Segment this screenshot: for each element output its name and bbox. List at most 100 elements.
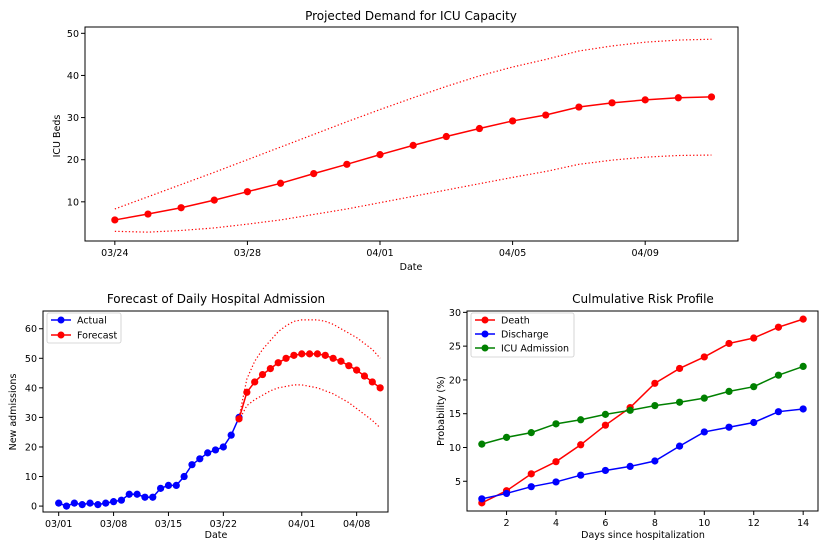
icu-axes-frame bbox=[84, 26, 739, 242]
risk-death-point bbox=[725, 339, 733, 348]
risk-discharge-point bbox=[552, 478, 560, 486]
admission-x-tick-label: 03/15 bbox=[155, 519, 182, 530]
icu-plot-area bbox=[111, 38, 716, 233]
risk-discharge-point bbox=[502, 489, 511, 498]
admission-forecast-point bbox=[282, 354, 290, 362]
admission-legend: Actual Forecast bbox=[46, 312, 122, 344]
admission-chart: Forecast of Daily Hospital Admission Dat… bbox=[8, 292, 389, 541]
admission-forecast-point bbox=[258, 370, 267, 379]
risk-x-tick-label: 10 bbox=[698, 518, 710, 529]
risk-death-point bbox=[552, 458, 560, 466]
admission-actual-point bbox=[149, 493, 157, 501]
icu-projection-point bbox=[243, 188, 252, 196]
admission-y-tick-label: 40 bbox=[25, 383, 37, 394]
icu-projection-point bbox=[707, 93, 716, 101]
risk-axes-frame bbox=[466, 310, 819, 512]
risk-y-axis-label: Probability (%) bbox=[436, 376, 447, 446]
icu-projection-line bbox=[114, 96, 712, 221]
risk-icu-admission-point bbox=[577, 416, 585, 424]
admission-forecast-point bbox=[360, 372, 369, 380]
icu-y-tick-label: 50 bbox=[67, 29, 79, 40]
risk-discharge-point bbox=[577, 471, 585, 479]
legend-actual-marker bbox=[57, 316, 65, 324]
risk-death-point bbox=[799, 315, 807, 323]
icu-y-axis-label: ICU Beds bbox=[52, 115, 63, 158]
icu-lower-bound-line bbox=[114, 154, 712, 233]
admission-forecast-point bbox=[274, 359, 282, 367]
risk-x-tick-label: 14 bbox=[797, 518, 809, 529]
risk-icu-admission-point bbox=[626, 406, 634, 414]
admission-actual-point bbox=[55, 499, 63, 507]
risk-y-tick-label: 10 bbox=[449, 443, 461, 454]
admission-forecast-upper-line bbox=[238, 319, 381, 418]
admission-y-tick-label: 0 bbox=[31, 502, 37, 513]
risk-icu-admission-line bbox=[481, 365, 804, 445]
admission-actual-point bbox=[196, 455, 204, 463]
risk-discharge-point bbox=[725, 423, 733, 431]
icu-y-tick-label: 30 bbox=[67, 113, 79, 124]
risk-death-point bbox=[651, 379, 659, 387]
admission-x-tick-label: 03/08 bbox=[100, 519, 127, 530]
admission-actual-point bbox=[86, 499, 94, 507]
risk-x-tick-label: 8 bbox=[652, 518, 658, 529]
admission-actual-point bbox=[204, 449, 212, 457]
admission-y-tick-label: 10 bbox=[25, 472, 37, 483]
admission-forecast-point bbox=[321, 351, 329, 359]
admission-forecast-point bbox=[298, 350, 306, 358]
icu-x-tick-label: 04/05 bbox=[499, 248, 526, 259]
legend-discharge-marker bbox=[481, 330, 489, 338]
icu-x-axis-label: Date bbox=[400, 262, 423, 273]
risk-death-point bbox=[774, 323, 783, 331]
risk-x-tick-label: 6 bbox=[602, 518, 608, 529]
admission-y-tick-label: 30 bbox=[25, 413, 37, 424]
admission-forecast-point bbox=[376, 384, 384, 392]
admission-actual-point bbox=[109, 498, 118, 506]
admission-actual-point bbox=[227, 431, 235, 439]
admission-actual-line bbox=[58, 417, 240, 507]
icu-projection-point bbox=[177, 204, 185, 212]
admission-chart-title: Forecast of Daily Hospital Admission bbox=[107, 292, 325, 306]
admission-actual-point bbox=[125, 490, 133, 498]
icu-projection-point bbox=[376, 151, 384, 159]
icu-projection-point bbox=[144, 210, 152, 218]
admission-x-tick-label: 04/01 bbox=[288, 519, 315, 530]
admission-y-tick-label: 60 bbox=[25, 324, 37, 335]
icu-projection-point bbox=[310, 169, 318, 178]
risk-icu-admission-point bbox=[552, 420, 560, 428]
admission-forecast-point bbox=[337, 357, 345, 365]
risk-discharge-point bbox=[774, 408, 783, 416]
risk-death-point bbox=[675, 364, 684, 373]
admission-actual-point bbox=[211, 446, 220, 454]
admission-y-tick-label: 20 bbox=[25, 442, 37, 453]
icu-chart: Projected Demand for ICU Capacity Date I… bbox=[52, 9, 739, 273]
icu-projection-point bbox=[210, 196, 218, 204]
legend-death-label: Death bbox=[501, 316, 530, 327]
admission-forecast-point bbox=[353, 366, 361, 374]
admission-forecast-point bbox=[313, 350, 322, 358]
admission-forecast-lower-line bbox=[238, 384, 381, 429]
icu-projection-point bbox=[508, 117, 517, 125]
icu-projection-point bbox=[542, 111, 550, 119]
legend-icu-admission-label: ICU Admission bbox=[501, 344, 569, 355]
risk-y-tick-label: 20 bbox=[449, 375, 461, 386]
risk-discharge-point bbox=[527, 483, 535, 491]
risk-discharge-point bbox=[478, 495, 486, 503]
admission-actual-point bbox=[102, 499, 110, 507]
risk-death-point bbox=[601, 421, 610, 429]
admission-actual-point bbox=[180, 472, 188, 481]
icu-projection-point bbox=[442, 132, 450, 141]
risk-x-tick-label: 12 bbox=[748, 518, 760, 529]
icu-x-tick-label: 03/24 bbox=[101, 248, 128, 259]
risk-icu-admission-point bbox=[774, 371, 783, 379]
icu-x-tick-label: 03/28 bbox=[234, 248, 261, 259]
admission-forecast-point bbox=[368, 378, 376, 386]
admission-axes-frame bbox=[42, 310, 389, 513]
legend-forecast-label: Forecast bbox=[77, 331, 117, 342]
icu-projection-point bbox=[409, 141, 417, 149]
admission-forecast-point bbox=[243, 388, 251, 396]
risk-death-point bbox=[577, 441, 585, 449]
risk-discharge-point bbox=[675, 442, 684, 450]
admission-actual-point bbox=[117, 496, 126, 504]
admission-x-tick-label: 03/22 bbox=[210, 519, 237, 530]
